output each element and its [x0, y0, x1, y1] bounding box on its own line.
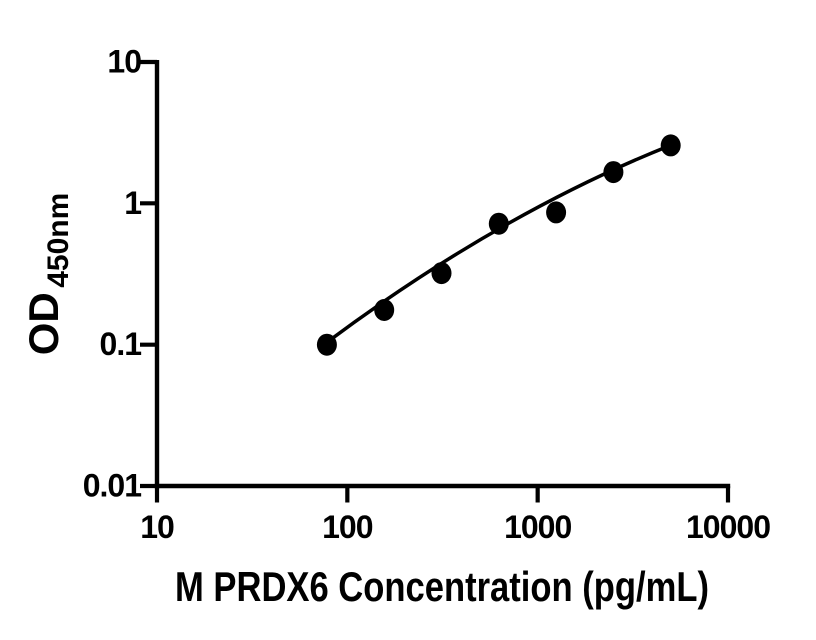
y-tick-label: 1 — [124, 185, 141, 221]
x-tick-label: 10000 — [686, 509, 770, 545]
data-point — [603, 161, 624, 184]
y-tick-label: 10 — [107, 44, 141, 80]
plot-layer — [316, 134, 681, 356]
data-point — [546, 201, 567, 224]
y-tick-label: 0.1 — [100, 326, 142, 362]
data-point — [374, 299, 395, 321]
y-tick-label: 0.01 — [83, 468, 141, 504]
y-axis-title: OD 450nm — [20, 193, 75, 356]
data-point — [660, 134, 681, 157]
x-tick-label: 100 — [322, 509, 373, 545]
data-point — [488, 212, 509, 235]
data-point — [316, 333, 337, 356]
axes-layer: 0.01 0.1 1 10 10 100 1000 10000 — [83, 44, 771, 546]
y-axis-title-subscript: 450nm — [42, 193, 75, 288]
x-tick-label: 1000 — [504, 509, 571, 545]
x-tick-label: 10 — [140, 509, 174, 545]
x-axis-title: M PRDX6 Concentration (pg/mL) — [175, 563, 709, 610]
y-axis-title-main: OD — [20, 292, 67, 355]
data-point — [431, 262, 452, 285]
